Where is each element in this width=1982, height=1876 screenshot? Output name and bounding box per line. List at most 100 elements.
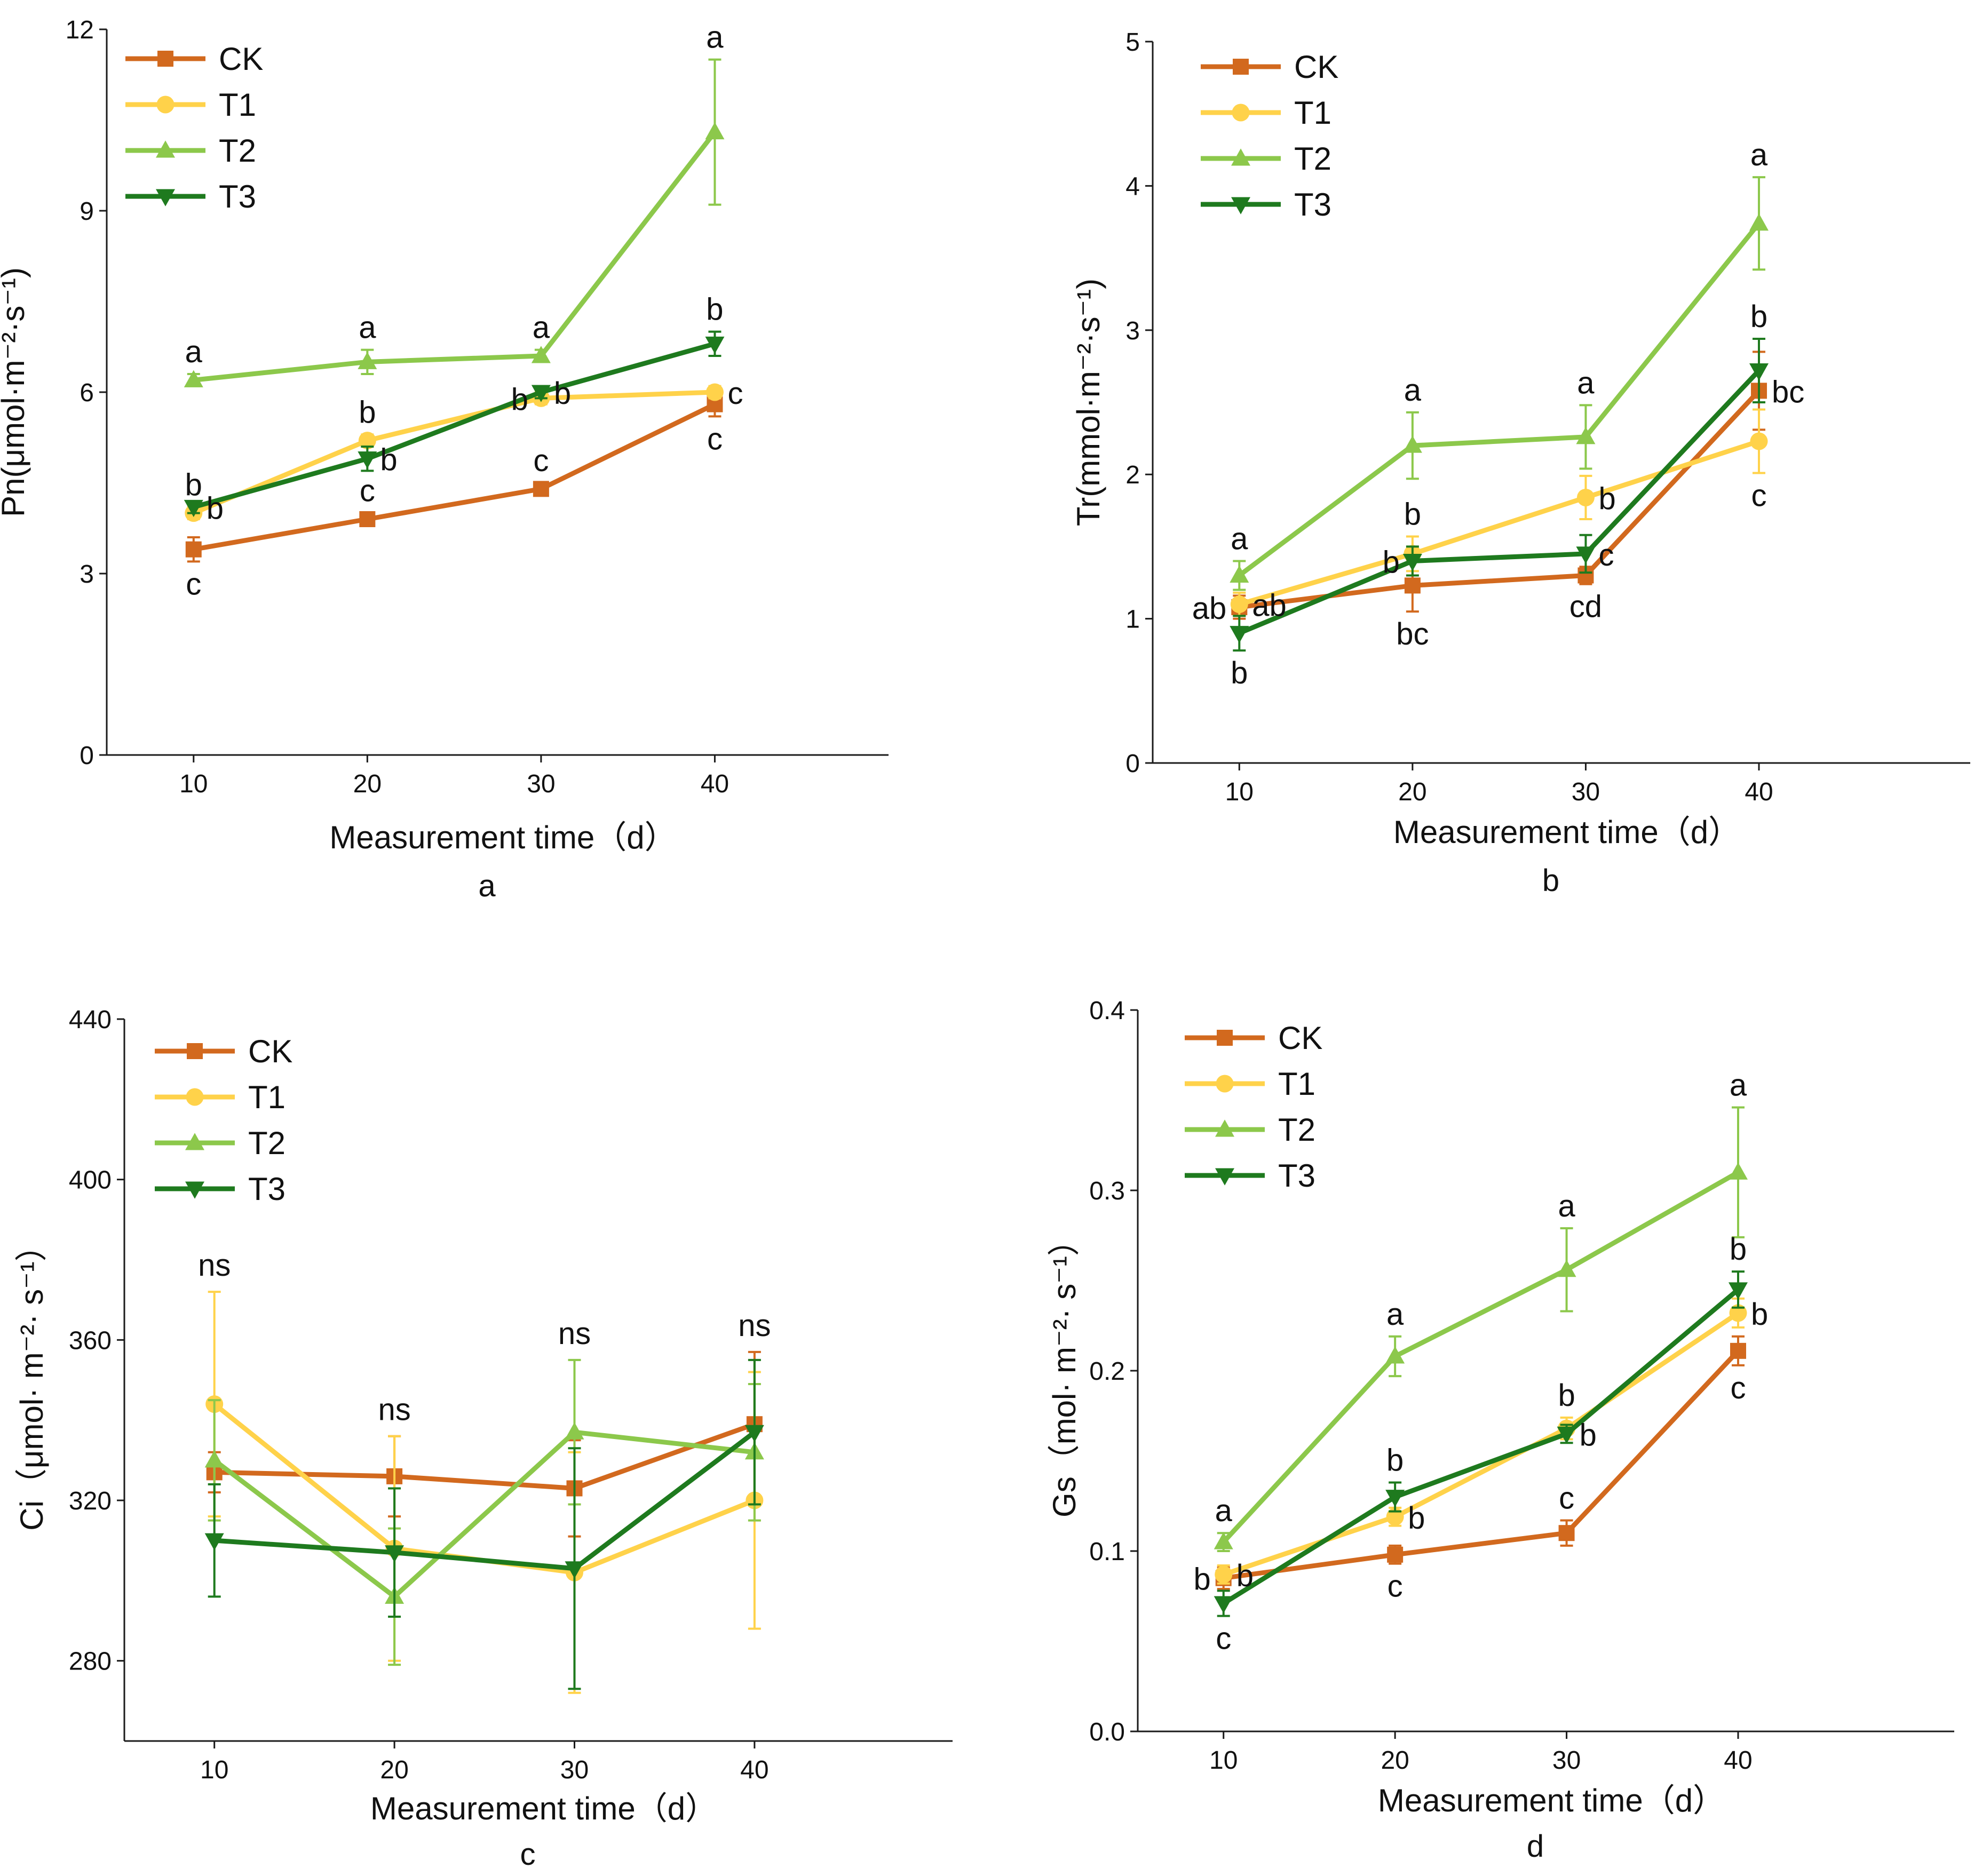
data-point xyxy=(1230,565,1249,583)
panel-label: c xyxy=(520,1837,536,1872)
significance-label: b xyxy=(554,376,571,411)
significance-label: b xyxy=(1751,1297,1768,1332)
data-point xyxy=(184,370,203,387)
data-point xyxy=(531,346,551,363)
significance-label: ns xyxy=(738,1308,771,1343)
legend-marker xyxy=(1215,1168,1234,1186)
significance-label: a xyxy=(706,20,724,55)
significance-label: a xyxy=(1386,1297,1404,1332)
legend: CK T1 T2 T3 xyxy=(155,1034,292,1207)
data-point xyxy=(1729,1162,1748,1180)
series-line xyxy=(193,341,716,510)
x-axis-title: Measurement time（d） xyxy=(1393,814,1740,850)
x-tick-label: 40 xyxy=(740,1756,768,1784)
legend-marker xyxy=(186,1088,204,1106)
y-tick-label: 400 xyxy=(69,1166,112,1195)
x-axis-title: Measurement time（d） xyxy=(1378,1783,1725,1818)
significance-label: c xyxy=(1598,538,1614,573)
significance-label: a xyxy=(1215,1493,1233,1528)
legend-label: T1 xyxy=(219,87,256,123)
y-axis-title: Gs（mol· m⁻²· s⁻¹） xyxy=(1047,1224,1082,1517)
legend-label: T3 xyxy=(248,1171,286,1207)
series-line xyxy=(193,130,717,383)
data-point xyxy=(1214,1532,1233,1549)
significance-label: c xyxy=(360,474,375,508)
data-point xyxy=(359,511,376,527)
legend-label: CK xyxy=(219,41,263,77)
significance-label: b xyxy=(1580,1418,1597,1452)
series-T1 xyxy=(205,1291,764,1694)
series-T1 xyxy=(185,383,724,522)
significance-label: a xyxy=(1577,365,1595,400)
data-point xyxy=(358,451,377,469)
significance-label: b xyxy=(380,443,397,478)
significance-label: b xyxy=(706,292,723,327)
x-tick-label: 20 xyxy=(1398,778,1426,806)
y-tick-label: 0.0 xyxy=(1089,1718,1125,1746)
panel-label: b xyxy=(1542,863,1559,898)
y-tick-label: 0 xyxy=(80,742,94,770)
data-point xyxy=(1576,488,1595,506)
legend-marker xyxy=(1231,148,1250,166)
y-tick-label: 0.2 xyxy=(1089,1357,1125,1386)
legend-label: CK xyxy=(1278,1020,1322,1056)
x-tick-label: 40 xyxy=(1745,778,1773,806)
y-tick-label: 9 xyxy=(80,197,94,226)
significance-label: b xyxy=(185,467,202,502)
series-line xyxy=(214,1421,756,1491)
significance-label: c xyxy=(1751,478,1767,513)
data-point xyxy=(565,1561,584,1579)
series-T2 xyxy=(1214,1106,1748,1552)
legend: CK T1 T2 T3 xyxy=(1201,49,1338,222)
data-point xyxy=(358,352,377,369)
data-point xyxy=(1214,1596,1233,1613)
series-line xyxy=(212,1429,755,1599)
series-T2 xyxy=(1230,176,1769,591)
significance-label: ns xyxy=(378,1393,410,1427)
y-tick-label: 2 xyxy=(1125,461,1140,489)
y-axis-title: Ci（μmol· m⁻²· s⁻¹） xyxy=(14,1229,50,1531)
significance-label: c xyxy=(533,443,549,478)
x-axis-title: Measurement time（d） xyxy=(370,1791,717,1826)
y-tick-label: 440 xyxy=(69,1006,112,1034)
legend-marker xyxy=(1233,59,1249,75)
y-tick-label: 4 xyxy=(1125,172,1140,201)
x-tick-label: 20 xyxy=(1381,1746,1409,1775)
data-point xyxy=(184,499,203,518)
significance-label: b xyxy=(1383,545,1400,579)
significance-label: cd xyxy=(1569,590,1602,624)
series-T2 xyxy=(184,58,725,387)
significance-label: b xyxy=(1386,1443,1404,1478)
data-point xyxy=(1402,553,1422,571)
series-CK xyxy=(185,391,723,563)
data-point xyxy=(744,1425,764,1442)
significance-label: b xyxy=(1558,1378,1575,1413)
legend-label: CK xyxy=(1294,49,1338,85)
significance-label: b xyxy=(511,382,528,417)
series-line xyxy=(193,402,716,552)
data-point xyxy=(1404,577,1421,594)
significance-label: ns xyxy=(558,1316,591,1351)
y-tick-label: 0 xyxy=(1125,750,1140,778)
y-tick-label: 1 xyxy=(1125,606,1140,634)
data-point xyxy=(1576,427,1596,444)
significance-label: ab xyxy=(1192,591,1227,626)
chart-panel-a: 0 3 6 9 12 10 20 30 40 Measurement time（d） Pn(μmol… xyxy=(0,16,889,903)
significance-label: c xyxy=(1216,1621,1231,1656)
series-T3 xyxy=(204,1358,764,1690)
significance-label: ns xyxy=(198,1248,231,1283)
legend-marker xyxy=(156,96,175,114)
series-line xyxy=(214,1430,756,1571)
chart-panel-d: 0.0 0.1 0.2 0.3 0.4 10 20 30 40 Measurement time（… xyxy=(1047,997,1954,1864)
legend-label: T3 xyxy=(219,179,256,214)
series-T1 xyxy=(1230,408,1768,617)
x-tick-label: 20 xyxy=(380,1756,408,1784)
legend-marker xyxy=(185,1181,204,1199)
data-point xyxy=(705,383,724,401)
data-point xyxy=(1749,363,1769,381)
data-point xyxy=(1749,213,1769,231)
y-tick-label: 5 xyxy=(1125,28,1140,57)
legend-marker xyxy=(156,140,175,158)
data-point xyxy=(1557,1426,1576,1444)
